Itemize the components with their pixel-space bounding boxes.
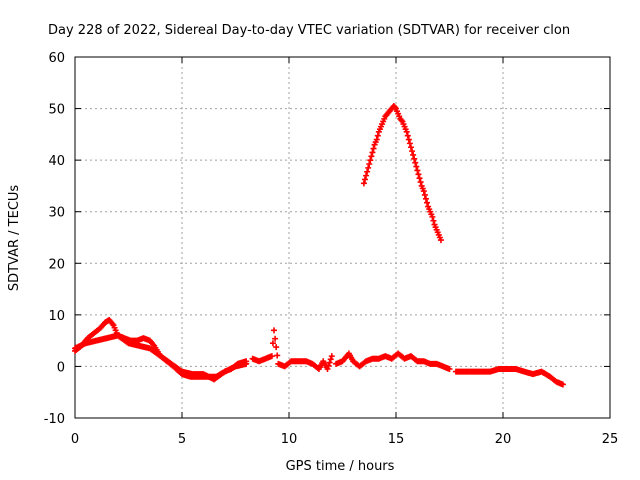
data-point	[422, 195, 429, 202]
data-point	[409, 148, 416, 155]
x-tick-label: 5	[178, 432, 186, 447]
series-pass-4	[333, 350, 453, 373]
data-point	[328, 353, 335, 360]
ticks-layer: 0 5 10 15 20 25 -10 0 10 20 30 40 50 60	[44, 51, 619, 447]
y-tick-label: -10	[44, 412, 65, 427]
y-tick-label: 50	[48, 103, 65, 118]
data-point	[373, 136, 380, 143]
x-tick-label: 15	[388, 432, 405, 447]
data-point	[429, 213, 436, 220]
x-tick-label: 20	[495, 432, 512, 447]
data-point	[413, 163, 420, 170]
data-point	[273, 344, 280, 351]
data-point	[268, 353, 275, 360]
data-point	[269, 340, 276, 347]
data-point	[424, 199, 431, 206]
data-point	[360, 180, 367, 187]
y-axis-label: SDTVAR / TECUs	[7, 185, 22, 292]
data-point	[363, 172, 370, 179]
series-pass-2	[72, 332, 250, 383]
data-point	[405, 136, 412, 143]
data-point	[559, 381, 566, 388]
data-point	[326, 359, 333, 366]
data-point	[369, 149, 376, 156]
x-axis-label: GPS time / hours	[286, 459, 395, 474]
data-point	[374, 132, 381, 139]
data-point	[325, 362, 332, 369]
series-pass-5	[452, 366, 566, 388]
series-pass-6	[360, 102, 444, 244]
data-point	[412, 159, 419, 166]
y-tick-label: 40	[48, 154, 65, 169]
data-point	[406, 140, 413, 147]
x-tick-label: 10	[281, 432, 298, 447]
y-tick-label: 20	[48, 257, 65, 272]
data-points	[72, 102, 566, 388]
data-point	[417, 179, 424, 186]
x-tick-label: 0	[71, 432, 79, 447]
data-point	[437, 237, 444, 244]
data-point	[411, 155, 418, 162]
y-tick-label: 30	[48, 206, 65, 221]
chart-title: Day 228 of 2022, Sidereal Day-to-day VTE…	[48, 23, 570, 38]
data-point	[364, 168, 371, 175]
data-point	[274, 352, 281, 359]
data-point	[430, 217, 437, 224]
data-point	[404, 132, 411, 139]
data-point	[272, 335, 279, 342]
data-point	[410, 151, 417, 158]
data-point	[421, 191, 428, 198]
data-point	[407, 144, 414, 151]
data-point	[324, 366, 331, 373]
data-point	[370, 145, 377, 152]
grid-layer	[75, 57, 610, 418]
y-tick-label: 60	[48, 51, 65, 66]
plot-frame	[74, 56, 611, 419]
data-point	[367, 157, 374, 164]
data-point	[420, 188, 427, 195]
data-point	[365, 164, 372, 171]
data-point	[361, 176, 368, 183]
x-tick-label: 25	[602, 432, 619, 447]
data-point	[416, 175, 423, 182]
data-point	[415, 171, 422, 178]
data-point	[414, 167, 421, 174]
y-tick-label: 10	[48, 309, 65, 324]
data-point	[243, 360, 250, 367]
data-point	[446, 366, 453, 373]
data-point	[271, 327, 278, 334]
series-pass-3	[249, 327, 335, 373]
data-point	[403, 128, 410, 135]
data-point	[366, 161, 373, 168]
y-tick-label: 0	[57, 360, 65, 375]
data-point	[368, 153, 375, 160]
data-point	[327, 356, 334, 363]
